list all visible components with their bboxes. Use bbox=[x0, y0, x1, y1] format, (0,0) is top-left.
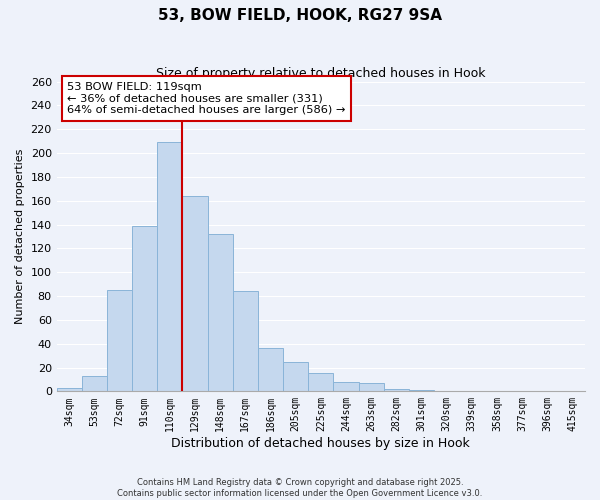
Bar bbox=[107, 290, 132, 392]
Bar bbox=[182, 196, 208, 392]
Bar bbox=[283, 362, 308, 392]
X-axis label: Distribution of detached houses by size in Hook: Distribution of detached houses by size … bbox=[172, 437, 470, 450]
Title: Size of property relative to detached houses in Hook: Size of property relative to detached ho… bbox=[156, 68, 485, 80]
Bar bbox=[132, 226, 157, 392]
Bar bbox=[157, 142, 182, 392]
Bar bbox=[208, 234, 233, 392]
Text: Contains HM Land Registry data © Crown copyright and database right 2025.
Contai: Contains HM Land Registry data © Crown c… bbox=[118, 478, 482, 498]
Bar bbox=[56, 388, 82, 392]
Bar bbox=[258, 348, 283, 392]
Bar bbox=[334, 382, 359, 392]
Bar bbox=[308, 374, 334, 392]
Text: 53 BOW FIELD: 119sqm
← 36% of detached houses are smaller (331)
64% of semi-deta: 53 BOW FIELD: 119sqm ← 36% of detached h… bbox=[67, 82, 346, 115]
Bar bbox=[384, 389, 409, 392]
Bar bbox=[409, 390, 434, 392]
Text: 53, BOW FIELD, HOOK, RG27 9SA: 53, BOW FIELD, HOOK, RG27 9SA bbox=[158, 8, 442, 22]
Y-axis label: Number of detached properties: Number of detached properties bbox=[15, 149, 25, 324]
Bar bbox=[233, 292, 258, 392]
Bar bbox=[359, 383, 384, 392]
Bar bbox=[82, 376, 107, 392]
